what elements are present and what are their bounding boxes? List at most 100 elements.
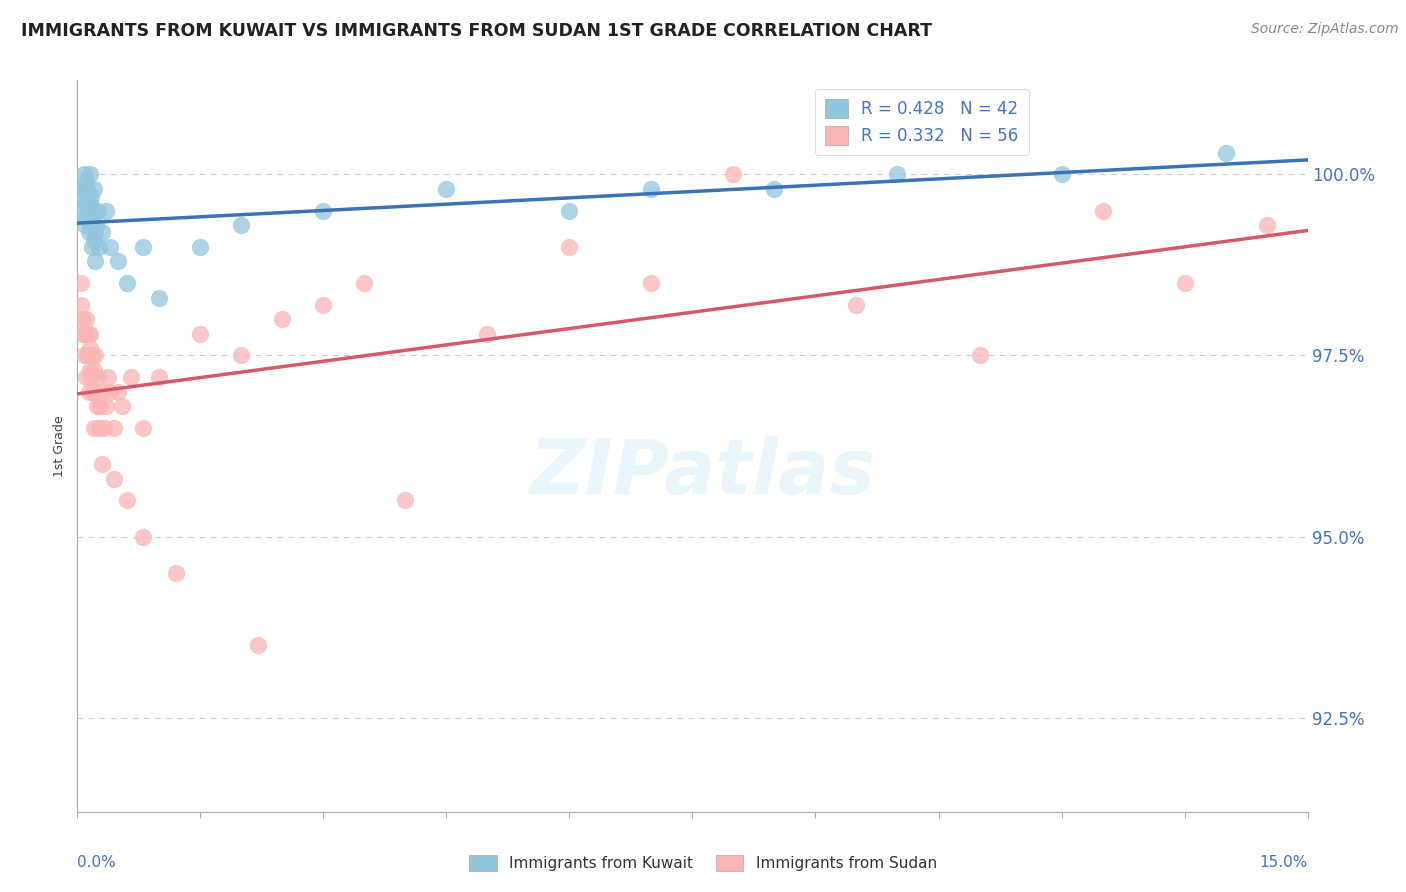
Legend: Immigrants from Kuwait, Immigrants from Sudan: Immigrants from Kuwait, Immigrants from … — [463, 849, 943, 877]
Point — [115, 276, 138, 290]
Point — [188, 240, 212, 254]
Point — [312, 298, 335, 312]
Text: IMMIGRANTS FROM KUWAIT VS IMMIGRANTS FROM SUDAN 1ST GRADE CORRELATION CHART: IMMIGRANTS FROM KUWAIT VS IMMIGRANTS FRO… — [21, 22, 932, 40]
Point — [231, 218, 253, 232]
Point — [82, 211, 104, 225]
Point — [72, 312, 94, 326]
Point — [70, 182, 93, 196]
Text: 15.0%: 15.0% — [1260, 855, 1308, 870]
Point — [89, 399, 111, 413]
Legend: R = 0.428   N = 42, R = 0.332   N = 56: R = 0.428 N = 42, R = 0.332 N = 56 — [814, 88, 1029, 155]
Point — [558, 240, 581, 254]
Point — [83, 182, 105, 196]
Point — [97, 370, 120, 384]
Point — [886, 168, 908, 182]
Point — [77, 203, 100, 218]
Point — [76, 182, 98, 196]
Point — [640, 276, 662, 290]
Point — [120, 370, 142, 384]
Point — [80, 370, 103, 384]
Point — [558, 203, 581, 218]
Point — [82, 349, 104, 363]
Point — [1215, 145, 1237, 160]
Point — [477, 326, 499, 341]
Point — [87, 370, 110, 384]
Point — [70, 326, 93, 341]
Point — [82, 240, 104, 254]
Text: ZIPatlas: ZIPatlas — [530, 436, 876, 509]
Point — [132, 421, 155, 435]
Point — [83, 421, 105, 435]
Point — [1091, 203, 1114, 218]
Text: Source: ZipAtlas.com: Source: ZipAtlas.com — [1251, 22, 1399, 37]
Point — [89, 240, 111, 254]
Point — [72, 189, 94, 203]
Point — [188, 326, 212, 341]
Point — [1050, 168, 1073, 182]
Point — [165, 566, 187, 580]
Point — [845, 298, 868, 312]
Point — [84, 218, 107, 232]
Point — [148, 370, 170, 384]
Point — [75, 312, 97, 326]
Point — [132, 529, 155, 543]
Point — [271, 312, 294, 326]
Point — [969, 349, 991, 363]
Point — [75, 370, 97, 384]
Point — [80, 189, 103, 203]
Point — [353, 276, 375, 290]
Point — [79, 341, 101, 355]
Point — [763, 182, 786, 196]
Point — [107, 254, 129, 268]
Point — [75, 211, 97, 225]
Point — [394, 493, 416, 508]
Point — [82, 384, 104, 399]
Point — [79, 168, 101, 182]
Point — [77, 225, 100, 239]
Point — [73, 218, 96, 232]
Point — [90, 457, 114, 471]
Point — [94, 203, 117, 218]
Point — [73, 168, 96, 182]
Point — [84, 225, 107, 239]
Point — [115, 493, 138, 508]
Point — [83, 363, 105, 377]
Point — [79, 363, 101, 377]
Point — [1256, 218, 1278, 232]
Point — [107, 384, 129, 399]
Point — [148, 291, 170, 305]
Point — [70, 276, 93, 290]
Point — [90, 225, 114, 239]
Point — [436, 182, 458, 196]
Point — [79, 326, 101, 341]
Point — [98, 384, 121, 399]
Point — [86, 399, 108, 413]
Point — [75, 196, 97, 211]
Point — [246, 638, 269, 652]
Point — [69, 298, 91, 312]
Point — [1174, 276, 1197, 290]
Point — [94, 399, 117, 413]
Text: 0.0%: 0.0% — [77, 855, 117, 870]
Point — [76, 349, 98, 363]
Point — [93, 421, 115, 435]
Point — [83, 203, 105, 218]
Point — [103, 472, 125, 486]
Point — [640, 182, 662, 196]
Point — [84, 349, 107, 363]
Point — [103, 421, 125, 435]
Point — [84, 254, 107, 268]
Point — [111, 399, 134, 413]
Point — [73, 349, 96, 363]
Point — [79, 196, 101, 211]
Point — [77, 326, 100, 341]
Point — [132, 240, 155, 254]
Point — [77, 384, 100, 399]
Point — [83, 233, 105, 247]
Point — [87, 203, 110, 218]
Point — [90, 384, 114, 399]
Point — [87, 421, 110, 435]
Point — [723, 168, 745, 182]
Point — [98, 240, 121, 254]
Point — [312, 203, 335, 218]
